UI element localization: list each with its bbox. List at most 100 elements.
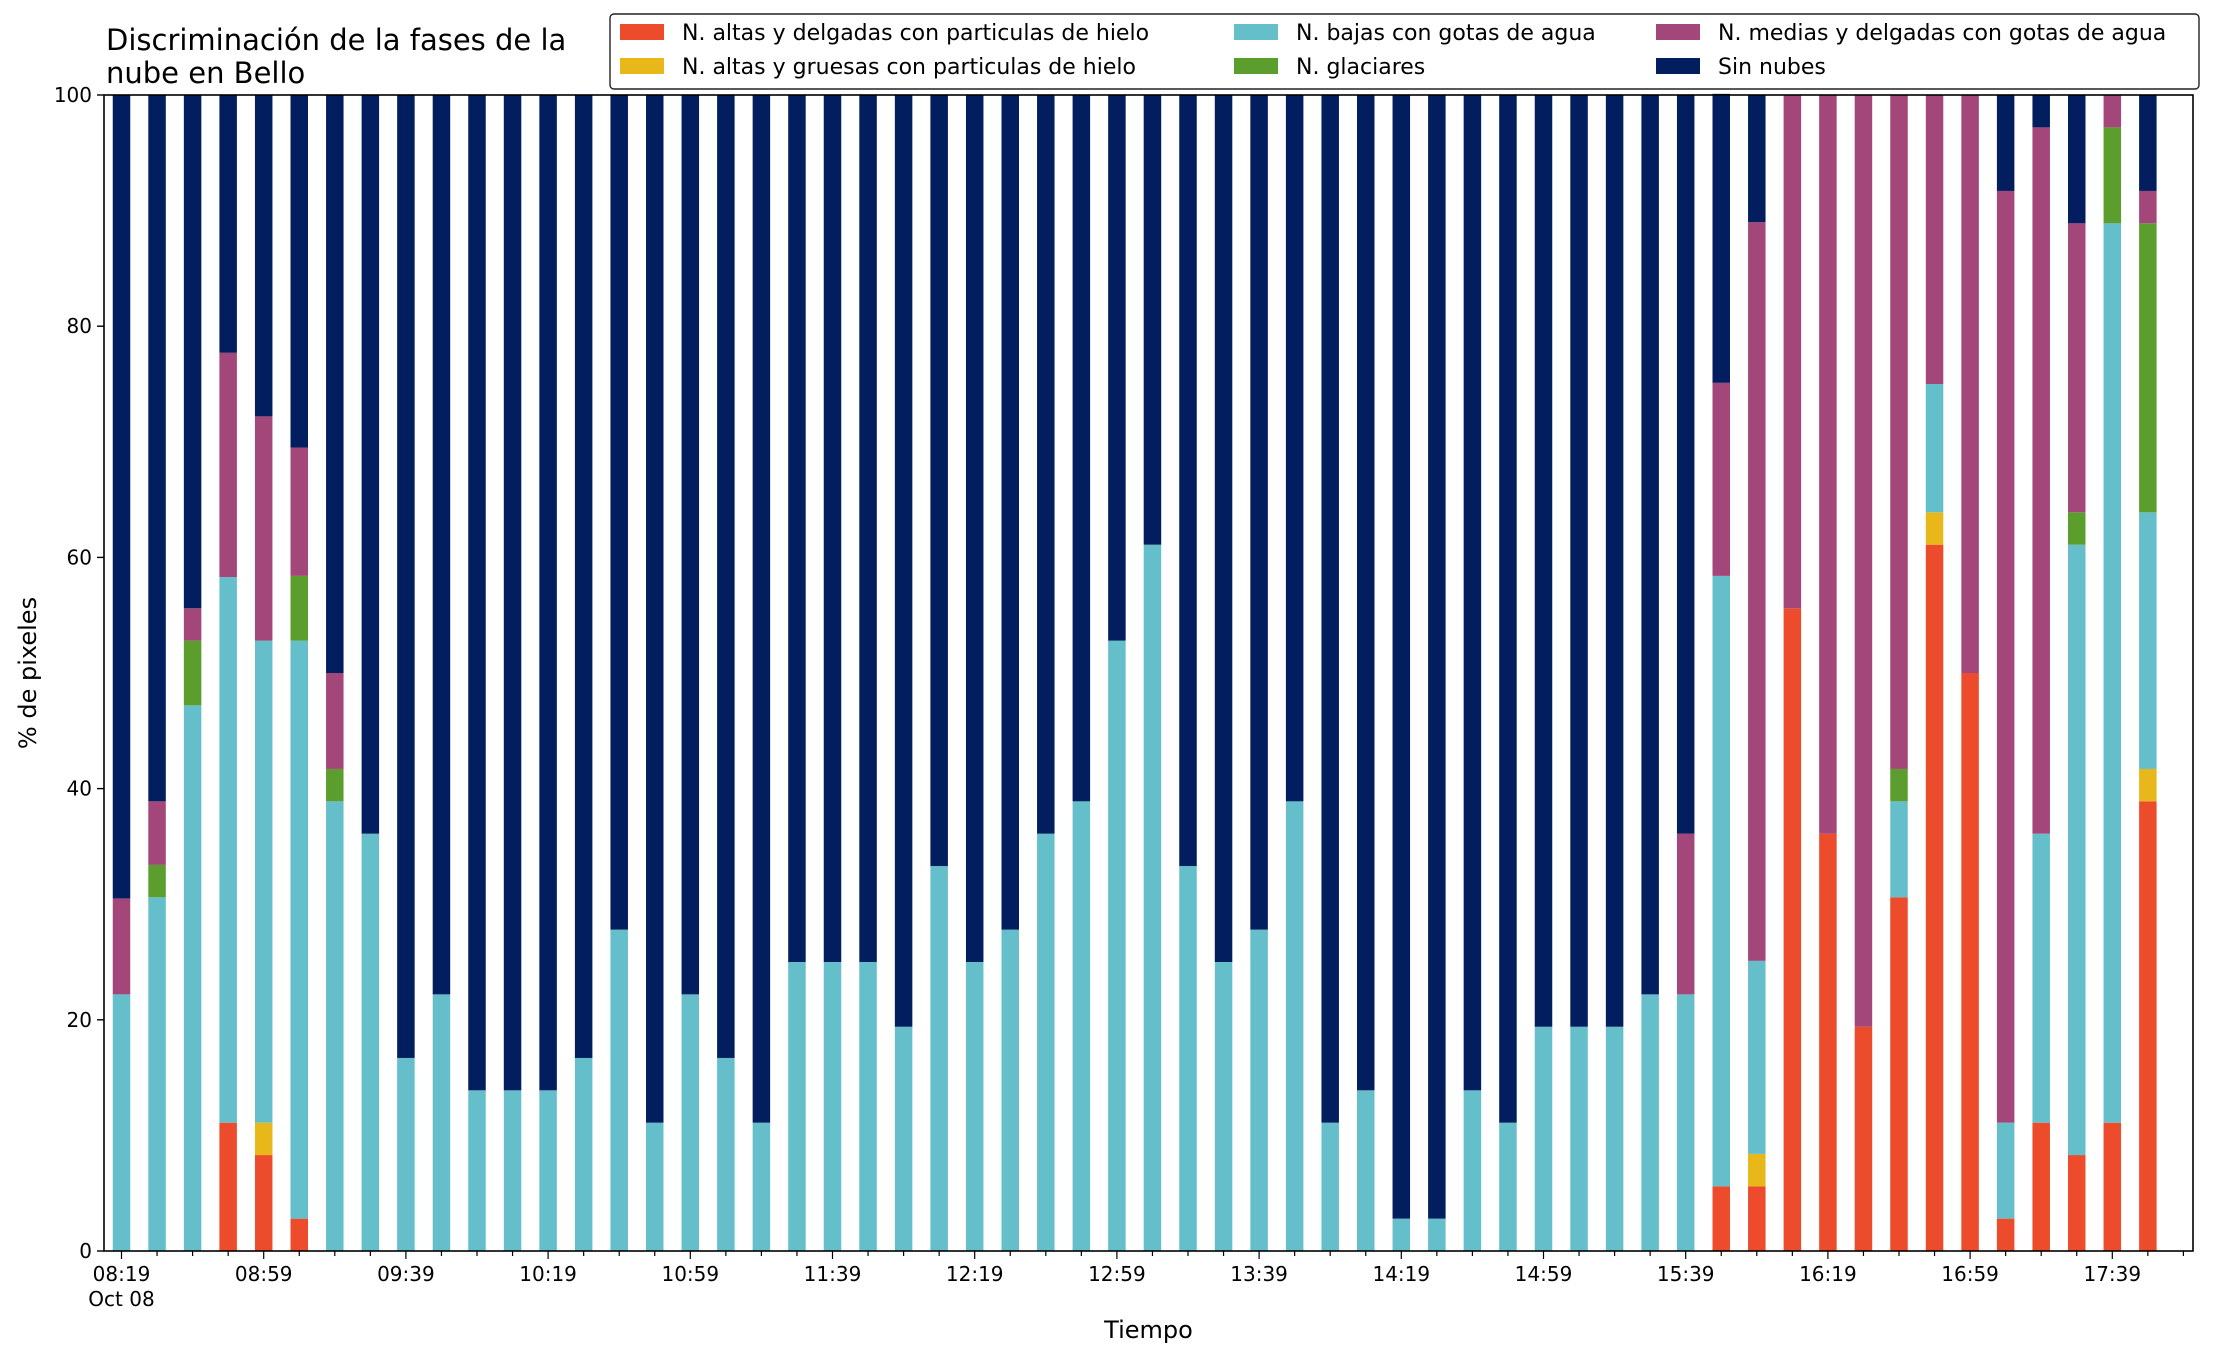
bar-segment <box>1748 95 1766 223</box>
bar-segment <box>859 962 877 1251</box>
legend-swatch <box>620 58 664 74</box>
bar-segment <box>397 95 415 1058</box>
bar-segment <box>1961 673 1979 1251</box>
bar-segment <box>326 801 344 1251</box>
bar-segment <box>1925 95 1944 384</box>
x-axis: 08:19 08:59 09:39 10:19 10:59 11:39 12:19 12:59… <box>88 1251 2184 1311</box>
bar-segment <box>1463 1090 1482 1251</box>
bar-segment <box>894 1026 913 1251</box>
bar-segment <box>1748 222 1766 961</box>
bar-segment <box>1854 1026 1873 1251</box>
bar-segment <box>1996 190 2015 1123</box>
bar-segment <box>183 95 202 609</box>
bar-segment <box>2068 95 2086 224</box>
y-tick-label: 100 <box>54 83 92 107</box>
bar-segment <box>1108 640 1126 1251</box>
bar-layer <box>112 93 2157 1251</box>
bar-segment <box>1641 994 1659 1251</box>
bar-segment <box>823 95 842 962</box>
bar-segment <box>112 95 131 899</box>
bar-segment <box>468 95 486 1091</box>
bar-segment <box>290 447 308 576</box>
bar-segment <box>2139 512 2157 769</box>
y-tick-label: 40 <box>67 777 92 801</box>
bar-segment <box>717 95 735 1058</box>
bar-segment <box>2103 95 2122 128</box>
bar-segment <box>1321 1122 1339 1251</box>
bar-segment <box>1570 1026 1588 1251</box>
bar-segment <box>859 95 877 962</box>
bar-segment <box>2032 833 2050 1123</box>
bar-segment <box>1357 1090 1375 1251</box>
bar-segment <box>1925 544 1944 1251</box>
bar-segment <box>503 1090 522 1251</box>
bar-segment <box>2068 512 2086 545</box>
bar-segment <box>361 95 380 834</box>
bar-segment <box>468 1090 486 1251</box>
bar-segment <box>1001 95 1019 930</box>
bar-segment <box>930 866 948 1251</box>
legend-swatch <box>1656 24 1700 40</box>
bar-segment <box>1961 95 1979 673</box>
bar-segment <box>1605 1026 1624 1251</box>
bar-segment <box>539 1090 557 1251</box>
y-axis: 0 20 40 60 80 100 <box>54 83 104 1263</box>
legend-swatch <box>1234 58 1278 74</box>
bar-segment <box>1285 95 1304 802</box>
plot-frame <box>103 94 2194 1252</box>
bar-segment <box>1499 95 1517 1123</box>
bar-segment <box>1712 575 1730 1187</box>
bar-segment <box>219 95 237 353</box>
bar-segment <box>1001 929 1019 1251</box>
chart-title-line-1: Discriminación de la fases de la <box>106 23 566 57</box>
bar-segment <box>1676 833 1695 995</box>
bar-segment <box>894 95 913 1027</box>
bar-segment <box>503 95 522 1091</box>
bar-segment <box>1037 95 1055 834</box>
bar-segment <box>1605 95 1624 1027</box>
bar-segment <box>2032 127 2050 834</box>
bar-segment <box>1712 1186 1730 1251</box>
bar-segment <box>1250 929 1268 1251</box>
bar-segment <box>1819 833 1837 1251</box>
bar-segment <box>1037 833 1055 1251</box>
bar-segment <box>432 95 451 995</box>
bar-segment <box>752 95 771 1123</box>
x-tick-label: 09:39 <box>377 1262 435 1286</box>
bar-segment <box>1108 95 1126 641</box>
x-tick-label: 12:59 <box>1088 1262 1146 1286</box>
bar-segment <box>1996 1122 2015 1219</box>
legend-swatch <box>1656 58 1700 74</box>
bar-segment <box>2068 223 2086 513</box>
bar-segment <box>1890 897 1908 1251</box>
bar-segment <box>326 95 344 673</box>
bar-segment <box>1925 512 1944 545</box>
bar-segment <box>2139 223 2157 513</box>
bar-segment <box>1428 95 1446 1219</box>
x-tick-label: 08:59 <box>235 1262 293 1286</box>
bar-segment <box>254 1155 273 1251</box>
bar-segment <box>1641 95 1659 995</box>
bar-segment <box>183 705 202 1251</box>
x-tick-label: 15:39 <box>1657 1262 1715 1286</box>
bar-segment <box>1321 95 1339 1123</box>
bar-segment <box>148 95 166 802</box>
x-tick-label: 10:19 <box>519 1262 577 1286</box>
bar-segment <box>1392 1218 1411 1251</box>
bar-segment <box>254 1122 273 1156</box>
bar-segment <box>290 575 308 641</box>
bar-segment <box>112 994 131 1251</box>
x-tick-label: 08:19 <box>93 1262 151 1286</box>
bar-segment <box>2103 1122 2122 1251</box>
bar-segment <box>432 994 451 1251</box>
bar-segment <box>681 994 700 1251</box>
bar-segment <box>397 1057 415 1251</box>
bar-segment <box>1143 544 1162 1251</box>
bar-segment <box>788 962 806 1251</box>
bar-segment <box>646 95 664 1123</box>
bar-segment <box>1712 93 1730 383</box>
bar-segment <box>1250 95 1268 930</box>
bar-segment <box>112 898 131 995</box>
bar-segment <box>930 95 948 867</box>
